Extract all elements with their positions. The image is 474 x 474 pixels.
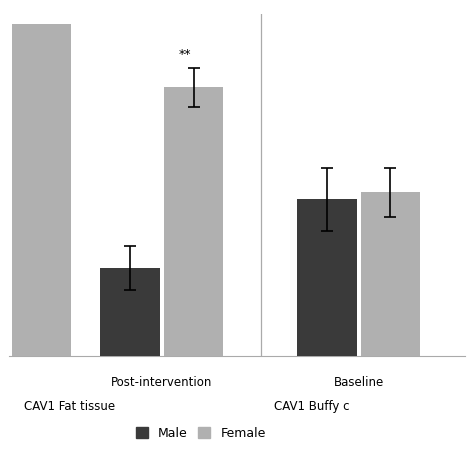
Bar bbox=[297, 200, 356, 356]
Text: **: ** bbox=[179, 47, 191, 61]
Text: Post-intervention: Post-intervention bbox=[111, 376, 212, 389]
Text: CAV1 Fat tissue: CAV1 Fat tissue bbox=[24, 400, 116, 413]
Legend: Male, Female: Male, Female bbox=[130, 422, 271, 445]
Bar bbox=[100, 268, 160, 356]
Bar bbox=[164, 87, 223, 356]
Bar bbox=[361, 192, 420, 356]
Text: Baseline: Baseline bbox=[334, 376, 384, 389]
Bar bbox=[11, 24, 71, 355]
Text: CAV1 Buffy c: CAV1 Buffy c bbox=[274, 400, 349, 413]
